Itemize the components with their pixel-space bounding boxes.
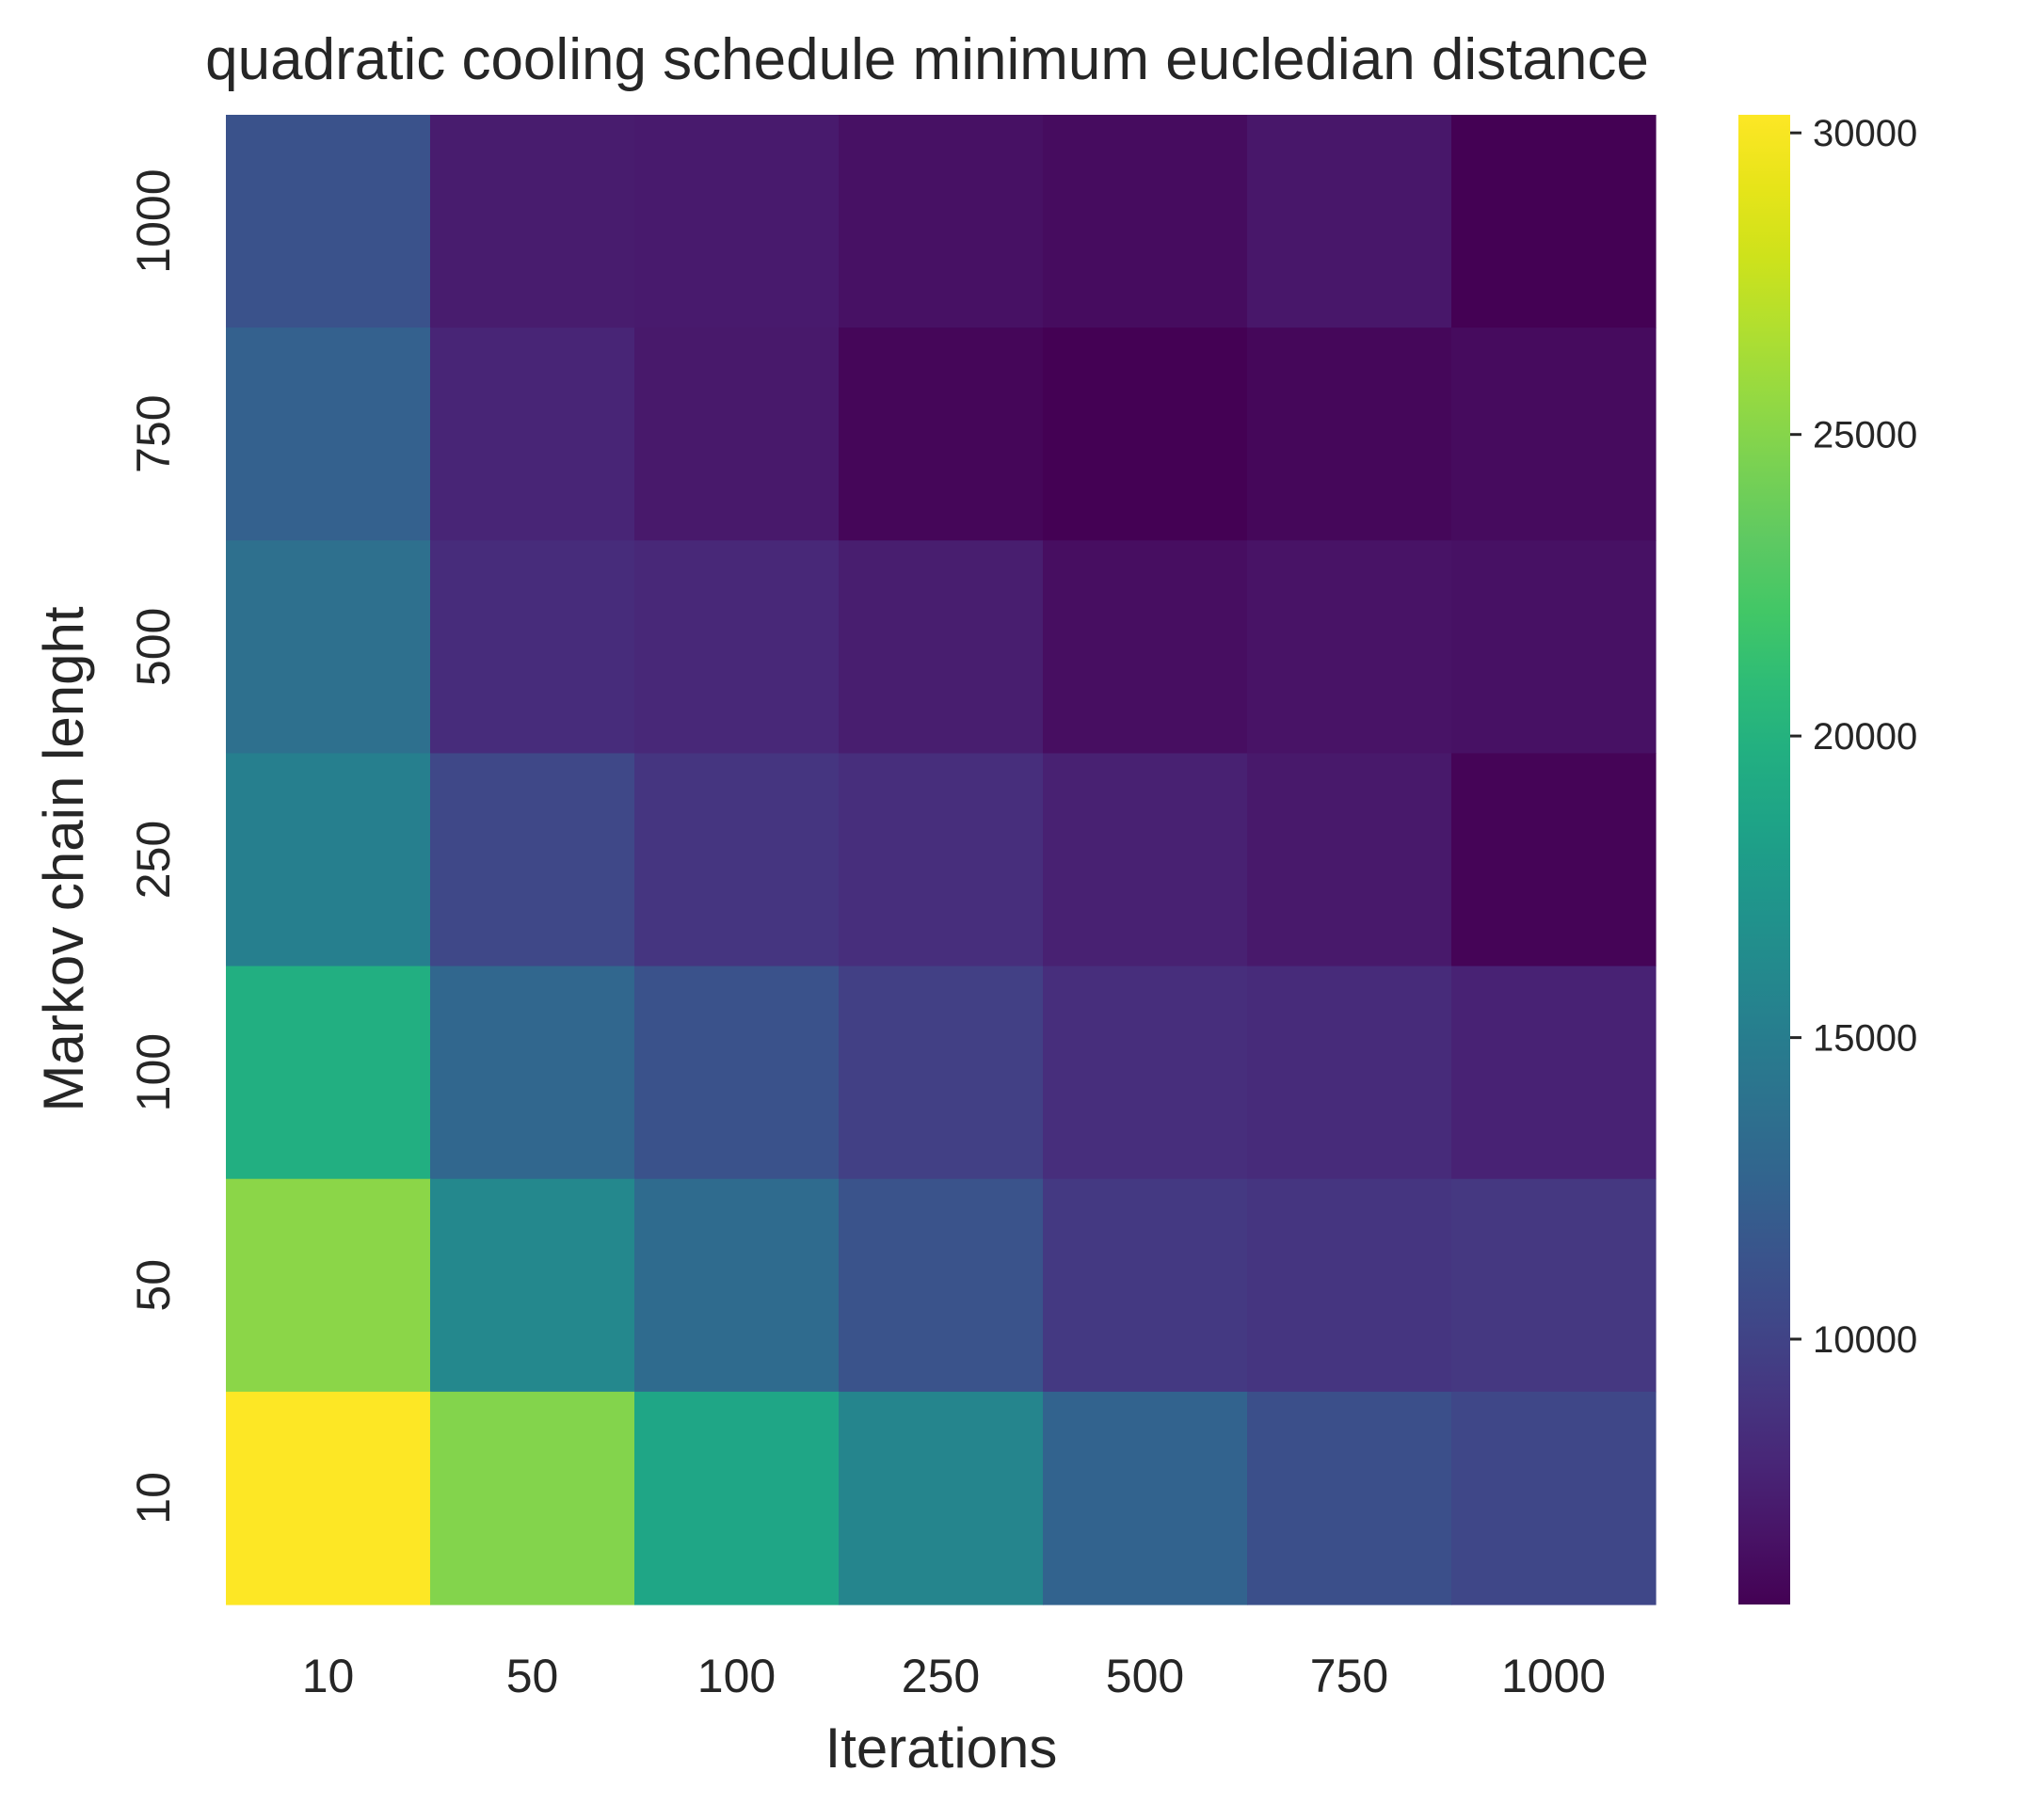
x-tick-label: 100 [697,1650,776,1702]
heatmap-cell [1043,327,1248,541]
heatmap-cell [839,327,1044,541]
colorbar-tick-label: 30000 [1813,113,1917,154]
colorbar-tick-label: 20000 [1813,716,1917,758]
heatmap-cell [1451,327,1657,541]
heatmap-cell [1247,1391,1452,1605]
heatmap-cell [226,966,431,1180]
y-tick-label: 10 [127,1472,180,1525]
heatmap-cell [1043,1391,1248,1605]
colorbar-tick-label: 15000 [1813,1018,1917,1060]
heatmap-cell [634,115,840,328]
heatmap-cell [634,1391,840,1605]
heatmap-cell [1247,966,1452,1180]
heatmap-cell [634,1178,840,1393]
heatmap-cell [1247,540,1452,755]
x-tick-label: 500 [1106,1650,1184,1702]
heatmap-cell [839,115,1044,328]
chart-title: quadratic cooling schedule minimum eucle… [205,27,1649,92]
heatmap-cell [1451,753,1657,967]
colorbar-ticks: 10000 15000 20000 25000 30000 [1790,113,1917,1361]
heatmap-cell [634,966,840,1180]
heatmap-cell [1451,1391,1657,1605]
heatmap-cell [430,540,635,755]
x-tick-label: 750 [1310,1650,1388,1702]
y-tick-labels: 1000 750 500 250 100 50 10 [127,168,180,1524]
heatmap-cell [1451,966,1657,1180]
y-axis-label: Markov chain lenght [32,606,95,1111]
x-axis-label: Iterations [825,1716,1058,1780]
y-tick-label: 750 [127,394,180,472]
y-tick-label: 100 [127,1033,180,1111]
colorbar-tick-label: 10000 [1813,1319,1917,1361]
heatmap-cell [430,115,635,328]
x-tick-label: 1000 [1501,1650,1606,1702]
heatmap-cell [1043,1178,1248,1393]
heatmap-cell [430,1391,635,1605]
heatmap-cell [1451,1178,1657,1393]
y-tick-label: 50 [127,1259,180,1312]
heatmap-cell [430,1178,635,1393]
colorbar-tick-label: 25000 [1813,415,1917,456]
heatmap-cells [226,115,1657,1605]
heatmap-cell [226,115,431,328]
heatmap-cell [1451,540,1657,755]
heatmap-cell [226,327,431,541]
heatmap-cell [1247,753,1452,967]
heatmap-cell [1247,327,1452,541]
heatmap-cell [839,1391,1044,1605]
heatmap-cell [430,753,635,967]
heatmap-cell [1451,115,1657,328]
heatmap-cell [634,327,840,541]
heatmap-cell [226,753,431,967]
heatmap-cell [1247,115,1452,328]
y-tick-label: 1000 [127,168,180,273]
heatmap-cell [226,1391,431,1605]
y-tick-label: 250 [127,821,180,899]
heatmap-cell [1043,966,1248,1180]
heatmap-cell [430,966,635,1180]
x-tick-label: 50 [506,1650,559,1702]
heatmap-cell [839,966,1044,1180]
x-tick-label: 250 [902,1650,980,1702]
heatmap-cell [839,753,1044,967]
colorbar [1738,115,1790,1604]
heatmap-cell [634,753,840,967]
heatmap-cell [634,540,840,755]
y-tick-label: 500 [127,608,180,686]
heatmap-cell [430,327,635,541]
heatmap-cell [1043,115,1248,328]
x-tick-label: 10 [302,1650,355,1702]
heatmap-cell [1247,1178,1452,1393]
x-tick-labels: 10 50 100 250 500 750 1000 [302,1650,1606,1702]
heatmap-cell [839,1178,1044,1393]
heatmap-cell [1043,753,1248,967]
heatmap-cell [1043,540,1248,755]
heatmap-cell [226,1178,431,1393]
heatmap-cell [839,540,1044,755]
heatmap-cell [226,540,431,755]
